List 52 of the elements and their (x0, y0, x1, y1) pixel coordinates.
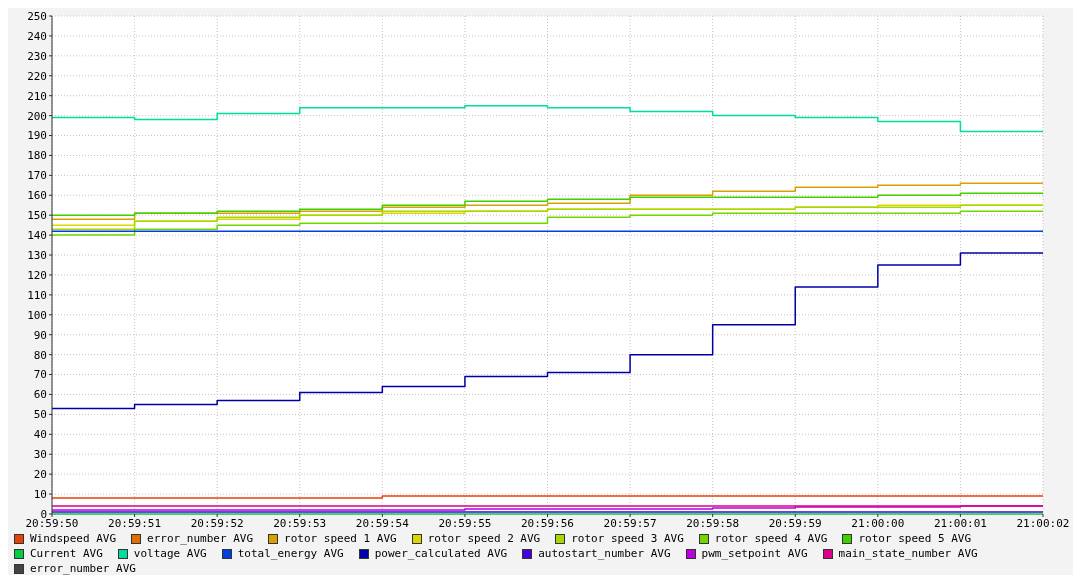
legend-label: rotor speed 5 AVG (857, 532, 972, 545)
y-tick-label: 160 (27, 189, 47, 203)
legend-label: error_number AVG (146, 532, 254, 545)
x-tick-label: 20:59:59 (768, 516, 822, 530)
legend-label: rotor speed 4 AVG (713, 532, 828, 545)
y-tick-label: 240 (27, 29, 47, 43)
y-tick-label: 190 (27, 129, 47, 143)
y-tick-label: 220 (27, 69, 47, 83)
y-tick-label: 250 (27, 9, 47, 23)
x-tick-label: 21:00:02 (1016, 516, 1070, 530)
y-tick-label: 120 (27, 268, 47, 282)
y-tick-label: 130 (27, 248, 47, 262)
legend-label: voltage AVG (132, 547, 207, 560)
legend-label: Current AVG (29, 547, 103, 560)
x-tick-label: 21:00:00 (851, 516, 905, 530)
y-tick-label: 40 (33, 428, 47, 442)
legend-label: autostart_number AVG (537, 547, 671, 560)
x-tick-label: 20:59:58 (686, 516, 740, 530)
x-tick-label: 20:59:57 (603, 516, 657, 530)
y-tick-label: 10 (33, 487, 47, 501)
x-tick-label: 20:59:51 (108, 516, 162, 530)
y-tick-label: 50 (33, 408, 47, 422)
y-tick-label: 90 (33, 328, 47, 342)
y-tick-label: 60 (33, 388, 47, 402)
y-tick-label: 140 (27, 229, 47, 243)
x-tick-label: 20:59:54 (355, 516, 410, 530)
x-tick-label: 21:00:01 (933, 516, 987, 530)
x-tick-label: 20:59:52 (190, 516, 244, 530)
y-tick-label: 210 (27, 89, 47, 103)
y-tick-label: 180 (27, 149, 47, 163)
legend-label: power_calculated AVG (373, 547, 508, 560)
legend-label: rotor speed 1 AVG (283, 532, 397, 545)
y-tick-label: 150 (27, 209, 47, 223)
y-tick-label: 200 (27, 109, 47, 123)
legend-label: pwm_setpoint AVG (700, 547, 808, 560)
legend-label: main_state_number AVG (837, 547, 978, 560)
x-tick-label: 20:59:56 (521, 516, 574, 530)
legend-label: rotor speed 2 AVG (426, 532, 541, 545)
y-tick-label: 230 (27, 49, 47, 63)
legend-label: error_number AVG (29, 562, 136, 575)
y-tick-label: 30 (33, 448, 47, 462)
legend-label: rotor speed 3 AVG (570, 532, 684, 545)
x-tick-label: 20:59:53 (273, 516, 327, 530)
legend-label: Windspeed AVG (29, 532, 117, 545)
x-tick-label: 20:59:55 (438, 516, 492, 530)
y-tick-label: 100 (27, 308, 47, 322)
y-tick-label: 20 (33, 468, 47, 482)
y-tick-label: 170 (27, 169, 47, 183)
y-tick-label: 70 (33, 368, 47, 382)
legend-label: total_energy AVG (236, 547, 344, 560)
y-tick-label: 80 (33, 348, 47, 362)
y-tick-label: 110 (27, 288, 47, 302)
